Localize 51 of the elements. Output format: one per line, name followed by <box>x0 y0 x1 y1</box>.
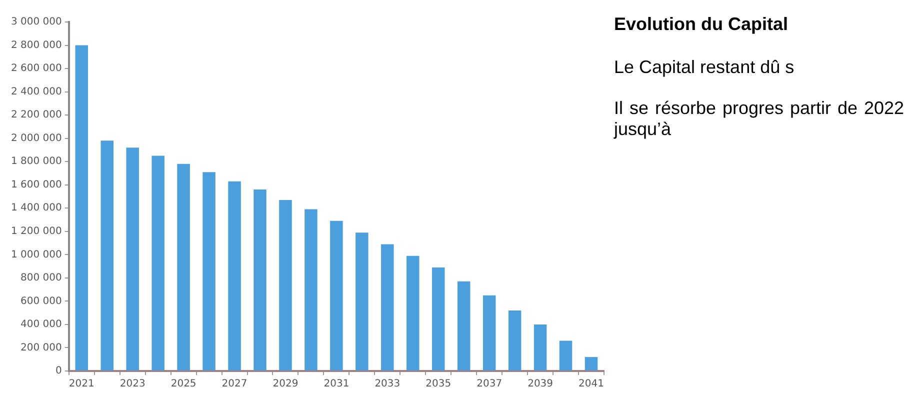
y-tick-label: 1 400 000 <box>10 202 62 214</box>
bar <box>432 267 445 370</box>
y-tick-label: 1 000 000 <box>10 249 62 260</box>
bar <box>457 281 470 370</box>
text: Le Capital restant dû s <box>614 57 796 78</box>
text: Evolution du Capital <box>614 14 789 35</box>
y-tick-label: 2 200 000 <box>10 110 62 121</box>
bar <box>381 244 394 370</box>
x-tick-label: 2035 <box>426 378 452 390</box>
x-tick-label: 2037 <box>476 378 502 390</box>
x-tick-label: 2021 <box>68 378 94 390</box>
y-tick-label: 2 000 000 <box>10 132 62 144</box>
y-tick-label: 600 000 <box>20 296 62 307</box>
y-tick-label: 2 400 000 <box>10 86 62 98</box>
y-tick-label: 400 000 <box>20 319 62 330</box>
y-tick-label: 1 600 000 <box>10 179 62 190</box>
bar <box>100 140 114 370</box>
x-tick-label: 2025 <box>170 378 196 390</box>
bar <box>406 256 420 370</box>
y-tick-label: 2 800 000 <box>10 40 62 51</box>
bar <box>177 164 190 370</box>
bar <box>559 340 572 370</box>
x-tick-label: 2041 <box>578 378 604 390</box>
bar <box>152 156 164 370</box>
text: Il se résorbe progres partir de 2022 jusqu’à <box>614 98 904 140</box>
bar <box>228 181 241 370</box>
bar <box>126 148 139 370</box>
bar <box>75 45 88 370</box>
y-tick-label: 3 000 000 <box>10 16 62 28</box>
bar <box>330 220 343 370</box>
x-tick-label: 2033 <box>374 378 400 390</box>
bar <box>534 324 547 370</box>
y-tick-label: 1 800 000 <box>10 156 62 168</box>
y-tick-label: 1 200 000 <box>10 226 62 237</box>
y-tick-label: 2 600 000 <box>10 63 62 74</box>
bar <box>508 310 522 370</box>
y-tick-label: 200 000 <box>20 342 62 354</box>
bar <box>279 200 292 370</box>
bar <box>202 172 216 370</box>
x-tick-label: 2031 <box>324 378 350 390</box>
bar <box>482 295 496 370</box>
x-tick-label: 2029 <box>272 378 298 390</box>
bar <box>584 357 598 370</box>
x-tick-label: 2027 <box>222 378 248 390</box>
x-tick-label: 2039 <box>528 378 554 390</box>
x-tick-label: 2023 <box>120 378 146 390</box>
bar <box>356 232 368 370</box>
y-tick-label: 800 000 <box>20 272 62 284</box>
bar <box>304 209 318 370</box>
y-tick-label: 0 <box>56 366 62 377</box>
bar <box>254 190 266 370</box>
